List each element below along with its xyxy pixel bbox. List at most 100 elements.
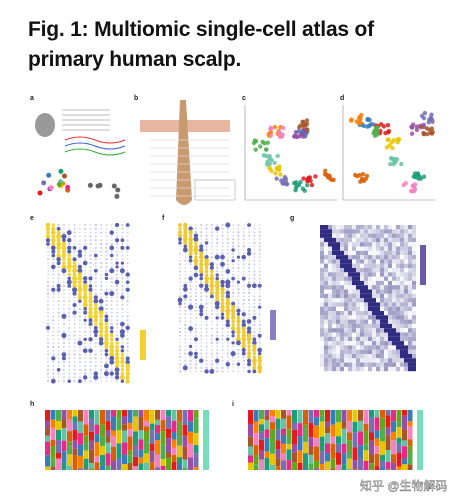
dot <box>205 334 208 337</box>
dot <box>104 344 109 349</box>
dot <box>68 307 71 310</box>
heat-cell <box>320 246 324 251</box>
dot <box>221 345 224 348</box>
dot <box>46 380 50 383</box>
umap-point <box>352 172 358 178</box>
dot <box>78 326 81 329</box>
dot <box>184 252 186 255</box>
stack-segment <box>325 427 330 434</box>
heat-cell <box>392 268 396 273</box>
stack-segment <box>358 410 363 421</box>
dot <box>94 243 97 245</box>
heat-cell <box>388 302 392 307</box>
heat-cell <box>320 268 324 273</box>
heat-cell <box>328 255 332 260</box>
dot <box>63 277 65 279</box>
dot <box>126 323 129 326</box>
heat-cell <box>400 268 404 273</box>
dot <box>78 319 81 322</box>
heat-cell <box>360 255 364 260</box>
stack-segment <box>83 458 89 470</box>
dot <box>73 346 76 348</box>
dot <box>126 319 129 322</box>
stack-segment <box>314 417 319 426</box>
heat-cell <box>356 323 360 329</box>
dot <box>104 333 109 338</box>
dot <box>94 273 97 276</box>
dot <box>114 367 120 373</box>
dot <box>221 334 224 337</box>
nucleus <box>115 187 121 193</box>
stack-segment <box>149 410 155 424</box>
dot <box>178 363 182 366</box>
heat-cell <box>412 315 416 320</box>
heat-cell <box>412 354 416 359</box>
stack-segment <box>67 410 72 420</box>
dot <box>46 284 50 288</box>
dot <box>105 228 108 230</box>
heat-cell <box>364 358 368 363</box>
dot <box>52 342 55 344</box>
dot <box>237 263 240 266</box>
heat-cell <box>392 366 396 372</box>
dot <box>189 302 192 305</box>
dot <box>183 230 188 235</box>
dot <box>221 331 224 333</box>
heat-cell <box>332 293 336 299</box>
dot <box>188 247 193 253</box>
heat-cell <box>356 319 360 324</box>
dot <box>100 365 102 367</box>
dot <box>57 304 60 306</box>
dot <box>78 376 81 379</box>
dot <box>78 338 81 341</box>
umap-point <box>372 133 378 139</box>
heat-cell <box>340 366 344 372</box>
heat-cell <box>368 349 372 354</box>
stack-segment <box>133 445 138 457</box>
stack-segment <box>45 420 50 429</box>
dot <box>198 269 204 274</box>
heat-cell <box>404 358 408 363</box>
heat-cell <box>328 242 332 247</box>
heat-cell <box>320 311 324 316</box>
dot <box>68 292 70 295</box>
heat-cell <box>364 298 368 303</box>
dot <box>62 300 65 303</box>
stack-segment <box>396 410 402 423</box>
umap-point <box>386 128 392 134</box>
dot <box>89 334 92 337</box>
dot <box>125 375 130 380</box>
dot <box>179 285 181 287</box>
dot <box>126 231 129 234</box>
dot <box>194 241 198 245</box>
dot <box>94 281 97 283</box>
dot <box>78 368 81 371</box>
dot <box>193 265 199 271</box>
heat-cell <box>356 263 360 268</box>
dot <box>99 314 104 319</box>
heat-cell <box>388 311 392 316</box>
dot <box>79 224 81 226</box>
dot <box>241 333 246 338</box>
dot <box>232 238 235 241</box>
heat-cell <box>324 242 328 247</box>
heat-cell <box>380 306 384 311</box>
heat-cell <box>400 285 404 290</box>
stack-segment <box>127 450 133 456</box>
dot <box>226 334 229 337</box>
stack-segment <box>56 410 61 422</box>
dot <box>62 341 66 345</box>
dot <box>253 323 256 327</box>
stack-segment <box>325 421 330 428</box>
heat-cell <box>340 358 344 363</box>
dot <box>120 238 125 243</box>
heat-cell <box>400 319 404 324</box>
heat-cell <box>332 319 336 324</box>
heat-cell <box>360 319 364 324</box>
dot <box>184 313 187 316</box>
heat-cell <box>384 268 388 273</box>
heat-cell <box>340 272 344 277</box>
dot <box>226 342 229 344</box>
dot <box>246 333 252 339</box>
stack-segment <box>380 417 385 429</box>
